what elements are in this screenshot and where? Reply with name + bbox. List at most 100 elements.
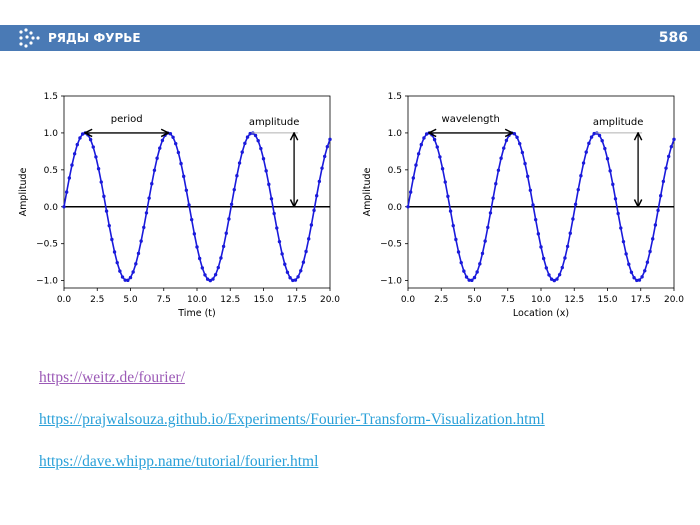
data-point bbox=[589, 135, 594, 139]
x-tick-label: 2.5 bbox=[90, 295, 104, 305]
data-point bbox=[552, 278, 556, 283]
data-point bbox=[472, 275, 477, 280]
data-point bbox=[494, 182, 498, 186]
data-point bbox=[197, 256, 202, 261]
data-point bbox=[219, 256, 223, 260]
y-tick-label: 1.0 bbox=[44, 129, 59, 139]
amplitude-label: amplitude bbox=[249, 117, 300, 128]
x-tick-label: 12.5 bbox=[220, 295, 240, 305]
data-point bbox=[102, 194, 106, 199]
data-point bbox=[275, 226, 279, 230]
link-dave-whipp[interactable]: https://dave.whipp.name/tutorial/fourier… bbox=[39, 453, 319, 470]
data-point bbox=[544, 266, 549, 270]
x-tick-label: 0.0 bbox=[57, 295, 72, 305]
data-point bbox=[240, 150, 244, 154]
data-point bbox=[440, 167, 445, 171]
data-point bbox=[651, 237, 655, 241]
data-point bbox=[443, 180, 447, 184]
data-point bbox=[200, 266, 205, 270]
data-point bbox=[272, 211, 276, 216]
link-prajwalsouza[interactable]: https://prajwalsouza.github.io/Experimen… bbox=[39, 411, 545, 428]
data-point bbox=[504, 138, 509, 143]
data-point bbox=[203, 273, 207, 277]
data-point bbox=[75, 142, 80, 147]
page-number: 586 bbox=[658, 30, 688, 46]
y-tick-label: 1.5 bbox=[388, 92, 402, 102]
data-point bbox=[237, 161, 242, 165]
link-weitz[interactable]: https://weitz.de/fourier/ bbox=[39, 369, 185, 386]
x-tick-label: 20.0 bbox=[320, 295, 340, 305]
data-point bbox=[176, 150, 181, 155]
data-point bbox=[184, 188, 189, 193]
y-axis-label: Amplitude bbox=[362, 168, 373, 217]
data-point bbox=[112, 250, 117, 254]
data-point bbox=[560, 265, 564, 270]
data-point bbox=[131, 270, 135, 274]
data-point bbox=[208, 278, 212, 283]
data-point bbox=[136, 251, 141, 256]
data-point bbox=[293, 278, 298, 282]
data-point bbox=[597, 133, 602, 138]
data-point bbox=[579, 174, 583, 178]
span-label: wavelength bbox=[442, 114, 500, 125]
data-point bbox=[78, 136, 82, 140]
data-point bbox=[235, 174, 239, 178]
data-point bbox=[317, 179, 322, 184]
data-point bbox=[637, 278, 642, 282]
data-point bbox=[195, 245, 199, 249]
data-point bbox=[307, 237, 311, 241]
data-point bbox=[515, 135, 519, 139]
data-point bbox=[174, 141, 178, 146]
data-point bbox=[653, 223, 658, 227]
data-point bbox=[320, 166, 324, 170]
data-point bbox=[563, 256, 567, 260]
data-point bbox=[496, 168, 501, 172]
data-point bbox=[147, 196, 151, 200]
data-point bbox=[454, 237, 458, 242]
data-point bbox=[451, 223, 455, 228]
data-point bbox=[94, 155, 98, 159]
data-point bbox=[245, 135, 250, 139]
data-point bbox=[518, 141, 522, 146]
data-point bbox=[128, 275, 133, 280]
data-point bbox=[67, 176, 72, 180]
data-point bbox=[419, 142, 423, 147]
data-point bbox=[120, 275, 125, 279]
links-list: https://weitz.de/fourier/ https://prajwa… bbox=[39, 368, 545, 494]
data-point bbox=[232, 187, 236, 192]
data-point bbox=[502, 146, 506, 150]
plot-frame bbox=[407, 95, 675, 289]
data-point bbox=[470, 278, 474, 283]
data-point bbox=[608, 169, 612, 173]
data-point bbox=[446, 194, 450, 199]
data-point bbox=[661, 179, 666, 184]
data-point bbox=[424, 132, 429, 136]
data-point bbox=[264, 169, 268, 173]
data-point bbox=[325, 144, 330, 149]
data-point bbox=[635, 278, 639, 283]
data-point bbox=[299, 269, 303, 273]
x-tick-label: 2.5 bbox=[434, 295, 448, 305]
data-point bbox=[288, 276, 292, 280]
data-point bbox=[123, 278, 127, 282]
x-tick-label: 15.0 bbox=[597, 295, 617, 305]
x-axis-label: Location (x) bbox=[513, 308, 569, 319]
data-point bbox=[592, 131, 596, 136]
data-point bbox=[531, 203, 535, 207]
data-point bbox=[158, 146, 162, 150]
data-point bbox=[62, 205, 66, 209]
y-tick-label: −0.5 bbox=[380, 240, 402, 250]
data-point bbox=[256, 138, 260, 143]
data-point bbox=[547, 273, 551, 277]
data-point bbox=[189, 217, 194, 222]
data-point bbox=[435, 145, 439, 149]
x-tick-label: 17.5 bbox=[287, 295, 307, 305]
data-point bbox=[491, 196, 495, 200]
data-point bbox=[533, 217, 538, 222]
data-point bbox=[107, 223, 111, 228]
data-point bbox=[243, 141, 247, 146]
y-tick-label: 1.0 bbox=[388, 129, 403, 139]
data-point bbox=[624, 252, 628, 256]
data-point bbox=[557, 272, 562, 277]
data-point bbox=[70, 163, 74, 167]
